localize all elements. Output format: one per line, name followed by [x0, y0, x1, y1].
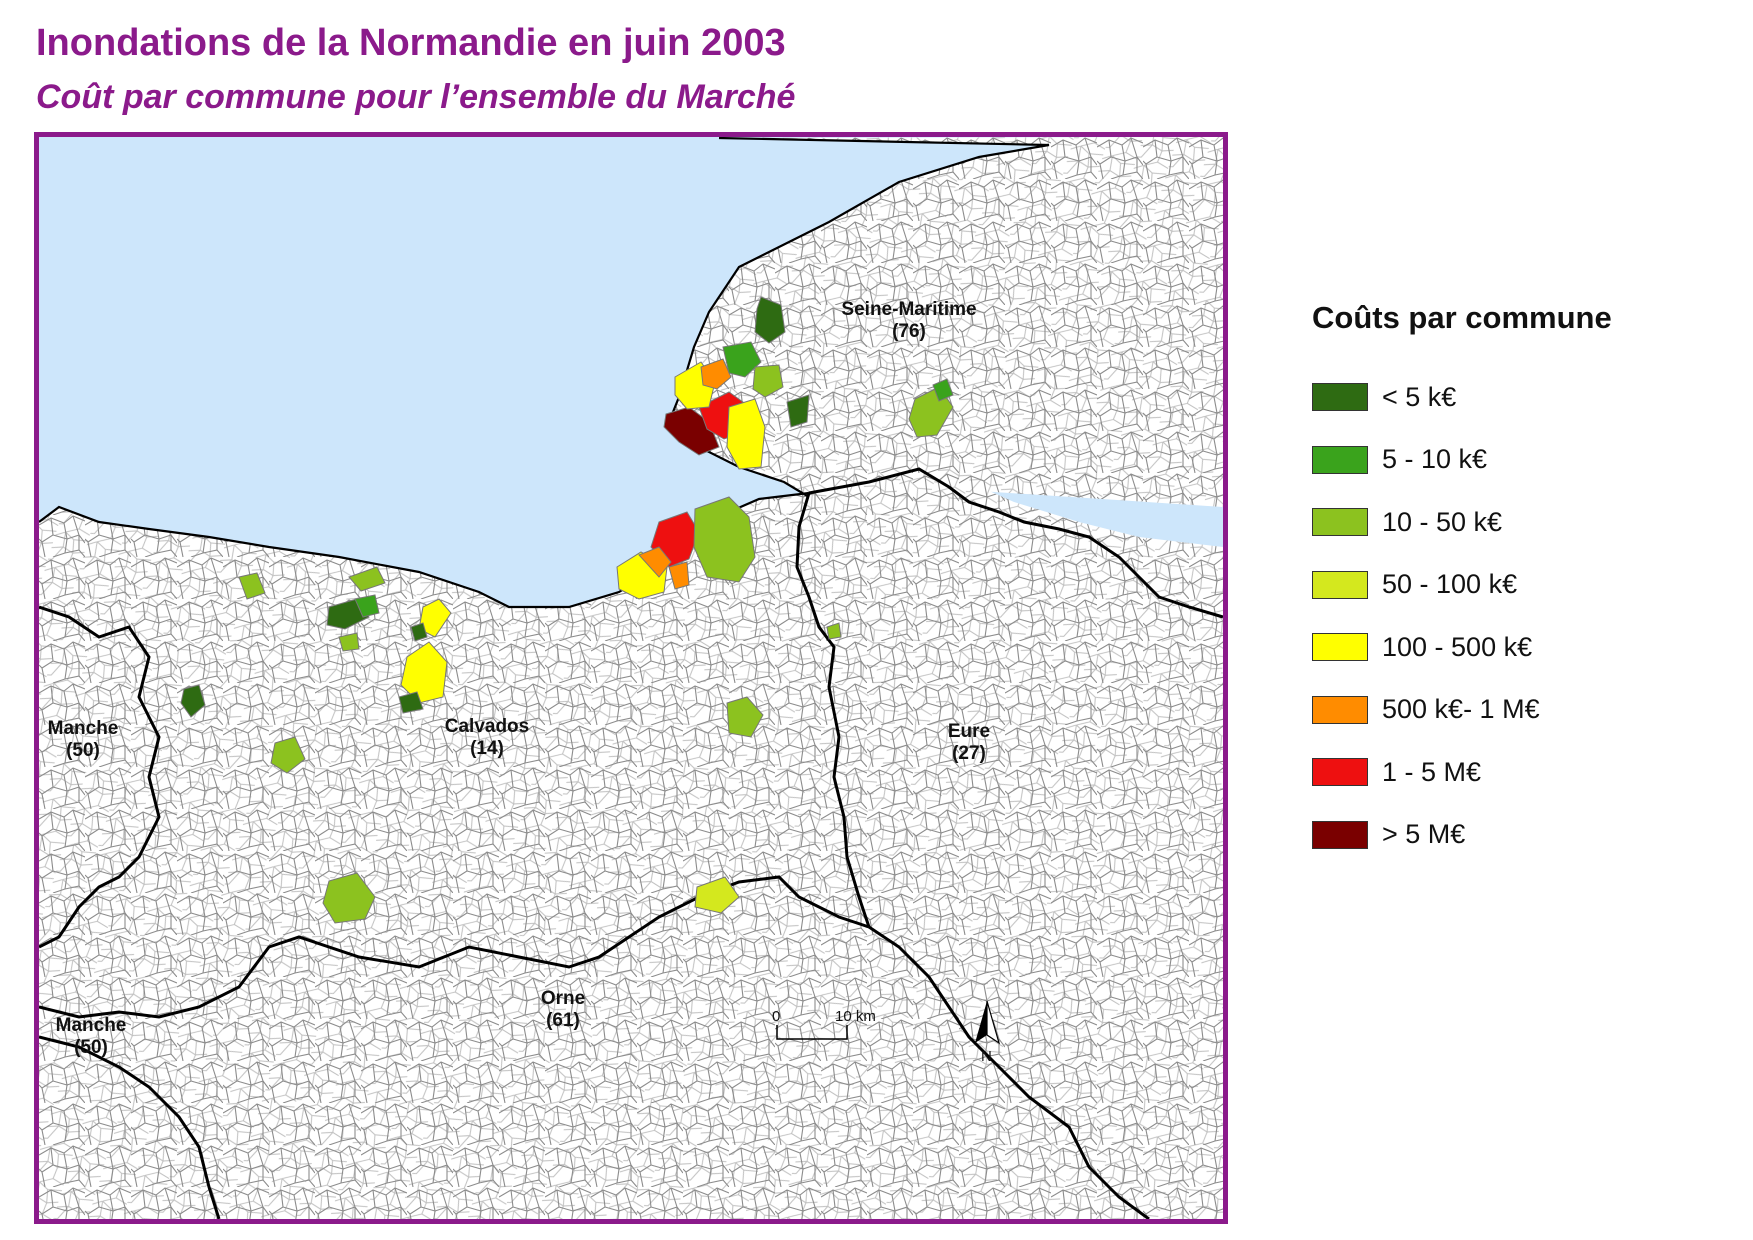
legend-swatch [1312, 633, 1368, 662]
map-canvas: Seine-Maritime (76) Calvados (14) Manche… [39, 137, 1223, 1219]
commune-under-5k-a [754, 296, 786, 344]
legend-label: < 5 k€ [1382, 381, 1457, 412]
commune-100-500k-e [400, 641, 448, 704]
commune-under-5k-d [410, 622, 428, 642]
commune-10-50k-h [726, 696, 764, 738]
commune-10-50k-i [826, 622, 842, 640]
commune-5-10k-a [722, 341, 762, 378]
commune-under-5k-f [180, 684, 206, 718]
legend-label: 50 - 100 k€ [1382, 569, 1518, 600]
dept-code-manche-north: (50) [66, 740, 100, 761]
dept-name-orne: Orne [541, 988, 585, 1009]
commune-10-50k-e [348, 566, 386, 592]
legend-swatch [1312, 445, 1368, 474]
legend-item: 1 - 5 M€ [1312, 741, 1732, 804]
legend: Coûts par commune < 5 k€ 5 - 10 k€ 10 - 50… [1312, 300, 1732, 866]
dept-code-eure: (27) [952, 743, 986, 764]
dept-name-seine-maritime: Seine-Maritime [841, 299, 976, 320]
scale-bar: 0 10 km [772, 1008, 876, 1040]
commune-under-5k-e [398, 691, 424, 714]
commune-10-50k-j [322, 872, 376, 924]
legend-title: Coûts par commune [1312, 300, 1612, 335]
dept-code-manche-south: (50) [74, 1037, 108, 1058]
legend-items: < 5 k€ 5 - 10 k€ 10 - 50 k€ 50 - 100 k€ 100 … [1312, 366, 1732, 866]
dept-name-eure: Eure [948, 721, 990, 742]
legend-swatch [1312, 758, 1368, 787]
commune-under-5k-b [786, 394, 810, 428]
scale-end-label: 10 km [835, 1008, 876, 1025]
legend-swatch [1312, 820, 1368, 849]
dept-code-seine-maritime: (76) [892, 321, 926, 342]
map-frame: Seine-Maritime (76) Calvados (14) Manche… [34, 132, 1228, 1224]
commune-5-10k-b [932, 378, 954, 402]
commune-10-50k-f [338, 632, 360, 652]
commune-over-5m-le-havre [663, 406, 720, 456]
commune-10-50k-g [270, 736, 306, 774]
legend-item: 100 - 500 k€ [1312, 616, 1732, 679]
legend-label: 10 - 50 k€ [1382, 506, 1503, 537]
legend-swatch [1312, 383, 1368, 412]
commune-500k-1m-c [668, 561, 690, 590]
legend-label: > 5 M€ [1382, 819, 1466, 850]
commune-100-500k-b [726, 398, 766, 470]
dept-code-calvados: (14) [470, 738, 504, 759]
commune-10-50k-d [238, 572, 266, 600]
commune-5-10k-c [354, 594, 380, 618]
north-label: N [981, 1048, 992, 1065]
legend-swatch [1312, 695, 1368, 724]
legend-item: 50 - 100 k€ [1312, 554, 1732, 617]
dept-name-manche-south: Manche [56, 1015, 127, 1036]
department-labels: Seine-Maritime (76) Calvados (14) Manche… [48, 299, 991, 1058]
legend-item: 5 - 10 k€ [1312, 429, 1732, 492]
scale-bar-line [776, 1025, 848, 1040]
map-title: Inondations de la Normandie en juin 2003 [36, 22, 786, 64]
commune-10-50k-a [752, 364, 784, 398]
commune-10-50k-c [693, 496, 756, 583]
legend-label: 500 k€- 1 M€ [1382, 694, 1540, 725]
legend-label: 5 - 10 k€ [1382, 444, 1488, 475]
commune-costs [180, 296, 954, 924]
dept-name-manche-north: Manche [48, 718, 119, 739]
commune-500k-1m-b [638, 546, 672, 578]
legend-item: > 5 M€ [1312, 804, 1732, 867]
legend-swatch [1312, 570, 1368, 599]
north-arrow-icon: N [975, 1000, 1001, 1065]
legend-item: < 5 k€ [1312, 366, 1732, 429]
commune-50-100k-a [694, 876, 740, 914]
legend-item: 10 - 50 k€ [1312, 491, 1732, 554]
legend-swatch [1312, 508, 1368, 537]
dept-code-orne: (61) [546, 1010, 580, 1031]
legend-label: 100 - 500 k€ [1382, 631, 1533, 662]
map-subtitle: Coût par commune pour l’ensemble du Marc… [36, 78, 796, 116]
dept-name-calvados: Calvados [445, 716, 529, 737]
department-borders [39, 467, 1223, 1219]
scale-start-label: 0 [772, 1008, 780, 1025]
commune-500k-1m-a [700, 358, 732, 390]
legend-item: 500 k€- 1 M€ [1312, 679, 1732, 742]
legend-label: 1 - 5 M€ [1382, 756, 1482, 787]
